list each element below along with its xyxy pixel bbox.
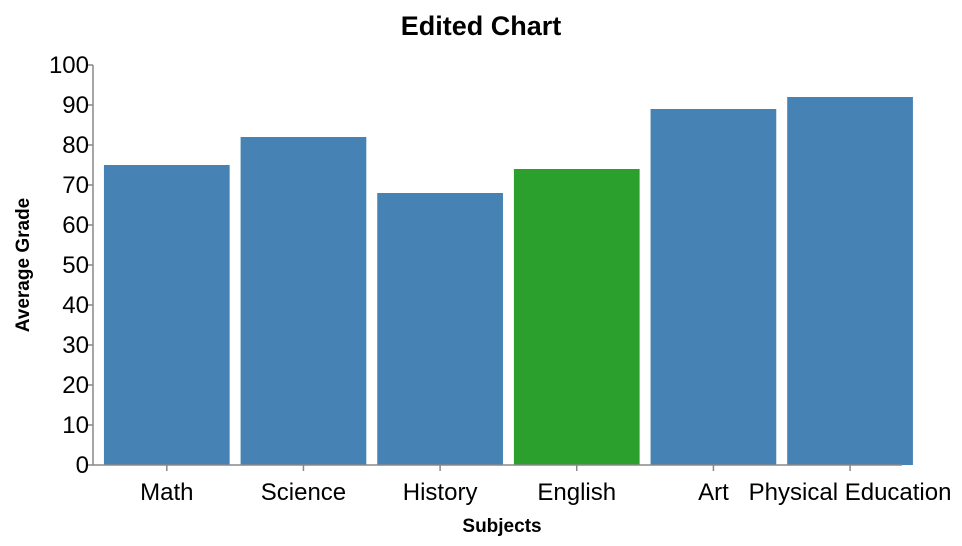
- bar-science: [240, 137, 367, 465]
- y-tick-label: 60: [62, 212, 89, 239]
- bar-math: [103, 165, 230, 465]
- y-tick-label: 40: [62, 292, 89, 319]
- y-tick-label: 0: [76, 452, 89, 479]
- chart-title: Edited Chart: [401, 11, 562, 41]
- x-axis: Math Science History English Art Physical Edu…: [93, 464, 952, 506]
- y-tick-label: 10: [62, 412, 89, 439]
- x-tick-label: Science: [261, 479, 346, 506]
- x-axis-title: Subjects: [462, 516, 541, 537]
- bar-english: [513, 169, 640, 465]
- y-tick-label: 30: [62, 332, 89, 359]
- y-tick-label: 20: [62, 372, 89, 399]
- x-tick-label: Math: [140, 479, 193, 506]
- x-tick-label: Art: [698, 479, 729, 506]
- y-tick-label: 90: [62, 92, 89, 119]
- y-tick-label: 100: [49, 52, 89, 79]
- bar-history: [377, 193, 503, 465]
- bar-art: [650, 109, 777, 465]
- x-tick-label: English: [537, 479, 616, 506]
- y-tick-label: 50: [62, 252, 89, 279]
- y-tick-label: 80: [62, 132, 89, 159]
- y-axis-title: Average Grade: [13, 198, 34, 332]
- y-tick-label: 70: [62, 172, 89, 199]
- x-tick-label: Physical Education: [749, 479, 952, 506]
- bar-physical-education: [787, 97, 913, 465]
- bars-group: [103, 97, 913, 465]
- x-tick-label: History: [403, 479, 478, 506]
- y-axis: 0 10 20 30 40 50 60 70 80 90 100: [49, 52, 94, 479]
